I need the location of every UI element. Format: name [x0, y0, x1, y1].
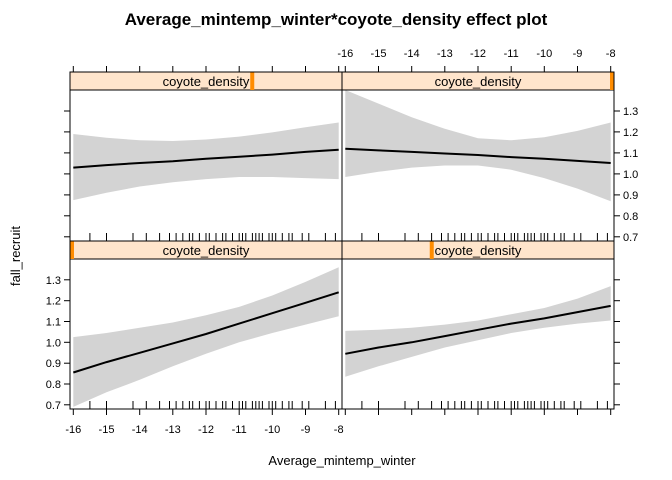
panel-top-left: coyote_density — [69, 71, 343, 242]
y-axis-left-bottom-tick-label: 1.3 — [46, 275, 61, 287]
y-axis-right-top-tick-label: 1.0 — [623, 169, 638, 181]
strip-level-indicator — [610, 72, 614, 90]
confidence-band — [73, 267, 339, 407]
axis-ticks: -16 -15 -14 -13 -12 -11 -10 -9 -8 -16 -15 -14 -13 -12… — [46, 48, 639, 436]
y-axis-right-top-tick-label: 0.8 — [623, 211, 638, 223]
x-axis-bottom-left-tick-label: -16 — [65, 424, 81, 436]
x-axis-top-right-tick-label: -16 — [337, 48, 353, 60]
strip-label: coyote_density — [435, 243, 522, 258]
axes-layer: -16 -15 -14 -13 -12 -11 -10 -9 -8 -16 -15 -14 -13 -12… — [46, 48, 639, 436]
fit-line — [345, 304, 611, 355]
strip-level-indicator — [429, 241, 434, 259]
fit-line — [345, 147, 611, 164]
strip-label: coyote_density — [435, 74, 522, 89]
x-axis-bottom-left-tick-label: -15 — [99, 424, 115, 436]
y-axis-right-top-tick-label: 1.2 — [623, 127, 638, 139]
x-axis-bottom-left-tick-label: -11 — [232, 424, 247, 436]
x-axis-top-right-tick-label: -8 — [606, 48, 616, 60]
x-axis-top-right-tick-label: -10 — [536, 48, 552, 60]
y-axis-left-bottom-tick-label: 1.1 — [46, 317, 61, 329]
x-axis-bottom-left-tick-label: -8 — [334, 424, 344, 436]
y-axis-left-bottom-tick-label: 0.8 — [46, 379, 61, 391]
chart-title: Average_mintemp_winter*coyote_density ef… — [125, 10, 548, 29]
x-axis-top-right-tick-label: -11 — [504, 48, 519, 60]
y-axis-left-bottom-tick-label: 0.9 — [46, 358, 61, 370]
x-axis-top-right-tick-label: -14 — [404, 48, 420, 60]
fit-line — [73, 291, 340, 374]
panel-bottom-left: coyote_density — [69, 240, 343, 410]
x-axis-bottom-left-tick-label: -13 — [165, 424, 181, 436]
y-axis-left-bottom-tick-label: 1.2 — [46, 296, 61, 308]
strip-label: coyote_density — [163, 243, 250, 258]
confidence-band — [345, 286, 611, 377]
confidence-band — [73, 122, 339, 201]
fit-line — [73, 148, 339, 169]
x-axis-label: Average_mintemp_winter — [268, 453, 416, 468]
strip-level-indicator — [250, 72, 255, 90]
panel-bottom-right: coyote_density — [341, 240, 615, 410]
x-axis-top-right-tick-label: -9 — [573, 48, 583, 60]
x-axis-top-right-tick-label: -15 — [371, 48, 387, 60]
x-axis-bottom-left-tick-label: -12 — [198, 424, 214, 436]
x-axis-top-right-tick-label: -12 — [470, 48, 486, 60]
y-axis-right-top-tick-label: 1.1 — [623, 148, 638, 160]
y-axis-left-bottom-tick-label: 0.7 — [46, 400, 61, 412]
strip-label: coyote_density — [163, 74, 250, 89]
confidence-band — [345, 90, 611, 202]
panel-top-right: coyote_density — [341, 71, 615, 242]
strip-level-indicator — [70, 241, 74, 259]
y-axis-right-top-tick-label: 0.7 — [623, 232, 638, 244]
x-axis-bottom-left-tick-label: -9 — [301, 424, 311, 436]
x-axis-bottom-left-tick-label: -10 — [264, 424, 280, 436]
y-axis-right-top-tick-label: 1.3 — [623, 106, 638, 118]
y-axis-right-top-tick-label: 0.9 — [623, 190, 638, 202]
x-axis-bottom-left-tick-label: -14 — [132, 424, 148, 436]
y-axis-left-bottom-tick-label: 1.0 — [46, 337, 61, 349]
y-axis-label: fall_recruit — [8, 226, 23, 286]
panels-layer: coyote_density coyote_density coyote_densi… — [69, 71, 615, 410]
x-axis-top-right-tick-label: -13 — [437, 48, 453, 60]
